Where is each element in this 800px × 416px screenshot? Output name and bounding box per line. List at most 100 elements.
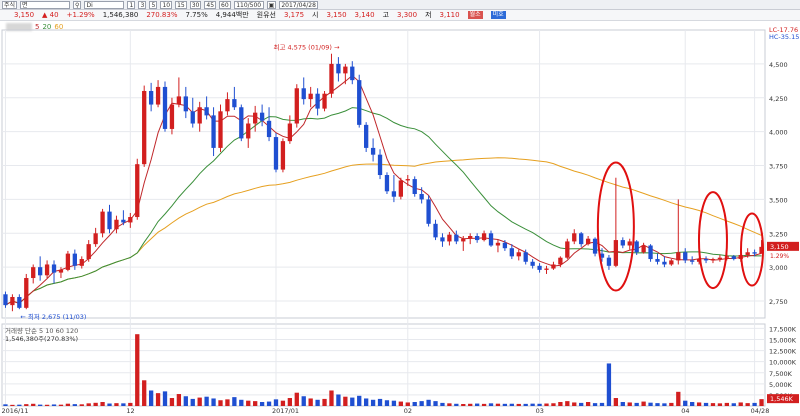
volume-legend: 거래량 단순 5 10 60 120 [5, 326, 78, 335]
volume-bar [474, 403, 480, 406]
legend-ma5: 5 [35, 23, 40, 31]
quote-high-label: 고 [382, 11, 390, 19]
candle-body [169, 104, 175, 129]
volume-bar [641, 401, 646, 406]
quote-prev2: 3,140 [354, 11, 375, 19]
quote-change: ▲ 40 [42, 11, 59, 19]
volume-bar [558, 402, 563, 406]
ma60-line [5, 157, 762, 306]
volume-bar [516, 403, 521, 406]
volume-bar [329, 390, 334, 406]
volume-tick-label: 5,000K [769, 381, 793, 389]
market-select[interactable]: 주식 [2, 0, 18, 9]
volume-bar [162, 391, 168, 406]
quote-low-label: 저 [425, 11, 432, 19]
date-field[interactable]: 2017/04/28 [279, 0, 318, 9]
ma20-line [5, 107, 762, 306]
candle-body [239, 107, 244, 139]
search-icon[interactable]: ⚲ [73, 0, 82, 9]
candle-body [218, 111, 223, 148]
volume-bar [218, 400, 223, 406]
volume-bar [544, 403, 549, 406]
volume-bar [65, 403, 71, 406]
candle-body [155, 86, 161, 105]
candle-body [301, 88, 306, 100]
candle-body [440, 237, 445, 242]
stock-name-field[interactable]: 면 [20, 0, 71, 9]
time-tick-label: 04 [681, 407, 689, 415]
volume-bar [107, 403, 112, 406]
volume-bar [731, 403, 736, 406]
candle-body [481, 233, 487, 241]
time-tick-label: 12 [126, 407, 134, 415]
candle-body [468, 236, 473, 239]
time-tick-label: 2016/11 [1, 407, 28, 415]
volume-bar [502, 403, 508, 406]
volume-bar [669, 402, 674, 406]
candle-body [474, 236, 480, 241]
volume-bar [37, 404, 43, 406]
candle-body [308, 93, 313, 100]
last-volume-tag-bg [767, 394, 799, 404]
candle-body [662, 261, 667, 265]
volume-bar [662, 403, 667, 406]
interval-button-45[interactable]: 45 [204, 0, 217, 9]
interval-button-10[interactable]: 10 [160, 0, 173, 9]
candle-body [17, 296, 22, 308]
candle-body [502, 242, 508, 249]
candle-body [72, 253, 77, 266]
candle-body [648, 245, 653, 260]
volume-bar [211, 398, 216, 406]
order-button[interactable]: 월소 [467, 11, 483, 19]
price-tick-label: 2,750 [769, 298, 788, 306]
candle-body [93, 233, 98, 245]
volume-bar [752, 402, 757, 406]
candle-body [114, 219, 119, 230]
volume-bar [738, 402, 743, 406]
quote-change-value: 40 [49, 11, 59, 19]
volume-bar [183, 396, 188, 406]
volume-bar [592, 403, 598, 406]
volume-bar [509, 403, 514, 406]
interval-button-5[interactable]: 5 [149, 0, 158, 9]
candle-body [329, 63, 334, 94]
candle-body [579, 233, 584, 245]
price-tick-label: 3,250 [769, 230, 788, 238]
candle-body [121, 219, 126, 223]
interval-button-15[interactable]: 15 [175, 0, 187, 9]
interval-button-30[interactable]: 30 [189, 0, 202, 9]
interval-button-60[interactable]: 60 [219, 0, 231, 9]
volume-bar [128, 402, 133, 406]
candle-body [454, 234, 459, 242]
volume-bar [551, 403, 556, 406]
candle-body [294, 88, 299, 124]
volume-bar [24, 404, 29, 406]
candle-body [461, 238, 466, 242]
calendar-icon[interactable]: ▣ [266, 0, 277, 9]
candle-body [232, 99, 237, 108]
interval-button-3[interactable]: 3 [138, 0, 147, 9]
candle-body [731, 256, 736, 260]
candle-body [641, 245, 646, 253]
last-price-tag: 3,150 [770, 243, 789, 251]
period-select[interactable]: Di [84, 0, 125, 9]
quote-extra-label: 원유선 [256, 11, 276, 19]
candle-body [364, 124, 369, 148]
volume-tick-label: 15,000K [769, 337, 797, 345]
interval-button-1[interactable]: 1 [127, 0, 136, 9]
price-tick-label: 4,000 [769, 129, 788, 137]
favorite-button[interactable]: 미호 [490, 11, 506, 19]
volume-bar [488, 403, 494, 406]
candle-body [86, 244, 91, 260]
volume-bar [454, 403, 459, 406]
volume-bar [585, 402, 591, 406]
candle-body [350, 66, 355, 81]
volume-bar [676, 391, 681, 406]
candle-body [225, 99, 230, 112]
candle-body [426, 199, 431, 224]
volume-bar [648, 402, 653, 406]
candle-body [447, 234, 452, 242]
volume-bar [620, 402, 625, 406]
count-field[interactable]: 110/500 [233, 0, 264, 9]
